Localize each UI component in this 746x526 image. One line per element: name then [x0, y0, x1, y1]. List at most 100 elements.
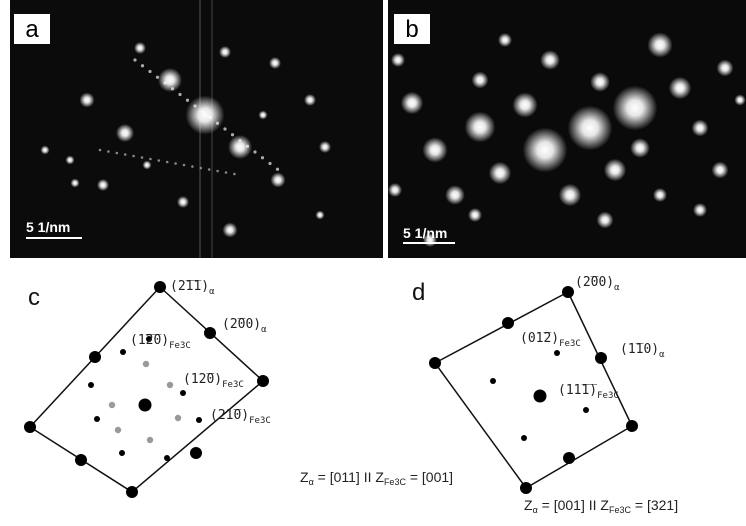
spot: [228, 135, 252, 159]
spot: [80, 93, 95, 108]
spot: [717, 60, 734, 77]
faint-spot: [107, 150, 110, 153]
faint-spot: [276, 168, 279, 171]
phase: α: [261, 325, 267, 335]
spot: [604, 159, 626, 181]
phase: α: [209, 287, 215, 297]
faint-spot: [158, 159, 161, 162]
spot: [319, 141, 331, 153]
dot: [429, 357, 441, 369]
index: (11̅1̅): [558, 383, 597, 398]
spot: [134, 42, 146, 54]
spot: [316, 211, 325, 220]
spot: [422, 137, 447, 162]
spot: [271, 173, 286, 188]
phase: Fe3C: [597, 391, 619, 401]
spot: [468, 208, 482, 222]
faint-spot: [133, 58, 136, 61]
figure: a b 5 1/nm 5 1/nm c d (2̅1̅1)α(2̅00)α(1̅…: [0, 0, 746, 526]
spot: [630, 138, 650, 158]
spot: [613, 86, 658, 131]
caption-part: = [321]: [631, 497, 678, 513]
caption-part: = [011] II Z: [314, 469, 385, 485]
faint-spot: [116, 152, 119, 155]
faint-spot: [166, 161, 169, 164]
dot: [562, 286, 574, 298]
spot: [219, 46, 231, 58]
dot: [120, 349, 126, 355]
miller-index: (01̅2)Fe3C: [520, 331, 581, 349]
spot: [693, 203, 707, 217]
spot: [223, 223, 238, 238]
faint-spot: [261, 156, 264, 159]
spot: [472, 72, 489, 89]
dot: [180, 390, 186, 396]
faint-spot: [233, 173, 236, 176]
spot: [669, 77, 691, 99]
faint-spot: [148, 70, 151, 73]
index: (2̅00): [575, 275, 614, 290]
dot: [554, 350, 560, 356]
miller-index: (1̅2̅0)Fe3C: [130, 333, 191, 351]
miller-index: (2̅00)α: [575, 275, 620, 293]
faint-spot: [99, 149, 102, 152]
faint-spot: [141, 156, 144, 159]
spot: [41, 146, 50, 155]
spot: [734, 94, 745, 105]
faint-spot: [223, 127, 226, 130]
spot: [177, 196, 189, 208]
dot: [563, 452, 575, 464]
dot: [520, 482, 532, 494]
spot: [498, 33, 512, 47]
index: (2̅00): [222, 317, 261, 332]
spot: [523, 128, 568, 173]
spot: [143, 161, 152, 170]
spot: [647, 32, 672, 57]
lattice-outline: [435, 292, 632, 488]
spot: [568, 106, 613, 151]
spot: [66, 156, 75, 165]
index: (21̅0): [210, 408, 249, 423]
subscript: Fe3C: [384, 477, 407, 487]
faint-spot: [225, 171, 228, 174]
miller-index: (1̅10)α: [620, 342, 665, 360]
spot: [559, 184, 581, 206]
miller-index: (12̅0)Fe3C: [183, 372, 244, 390]
phase: Fe3C: [169, 341, 191, 351]
dot: [204, 327, 216, 339]
dot: [139, 399, 152, 412]
dot: [167, 382, 173, 388]
spot: [597, 212, 614, 229]
spot: [97, 179, 109, 191]
dot: [196, 417, 202, 423]
scale-bar-label: 5 1/nm: [26, 219, 70, 235]
spot: [401, 92, 423, 114]
faint-spot: [141, 64, 144, 67]
spot: [269, 57, 281, 69]
dot: [175, 415, 181, 421]
miller-index: (2̅00)α: [222, 317, 267, 335]
spot: [540, 50, 560, 70]
dot: [24, 421, 36, 433]
phase: Fe3C: [559, 339, 581, 349]
caption-part: = [001]: [406, 469, 453, 485]
panel-label: a: [25, 16, 39, 43]
dot: [89, 351, 101, 363]
dot: [190, 447, 202, 459]
spot: [712, 162, 729, 179]
index: (01̅2): [520, 331, 559, 346]
faint-spot: [124, 153, 127, 156]
faint-spot: [268, 162, 271, 165]
faint-spot: [132, 155, 135, 158]
spot: [259, 111, 268, 120]
dot: [626, 420, 638, 432]
faint-spot: [186, 99, 189, 102]
dot: [502, 317, 514, 329]
dot: [595, 352, 607, 364]
dot: [521, 435, 527, 441]
spot: [692, 120, 709, 137]
faint-spot: [208, 168, 211, 171]
zone-axis: Zα = [011] II ZFe3C = [001]: [300, 469, 453, 487]
dot: [88, 382, 94, 388]
faint-spot: [200, 167, 203, 170]
